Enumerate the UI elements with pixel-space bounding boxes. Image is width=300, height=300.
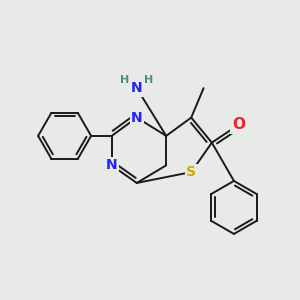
Text: O: O	[232, 118, 245, 133]
Text: N: N	[131, 111, 142, 124]
Text: N: N	[131, 81, 142, 95]
Text: N: N	[106, 158, 118, 172]
Text: H: H	[145, 75, 154, 85]
Text: H: H	[120, 75, 129, 85]
Text: S: S	[186, 165, 196, 179]
